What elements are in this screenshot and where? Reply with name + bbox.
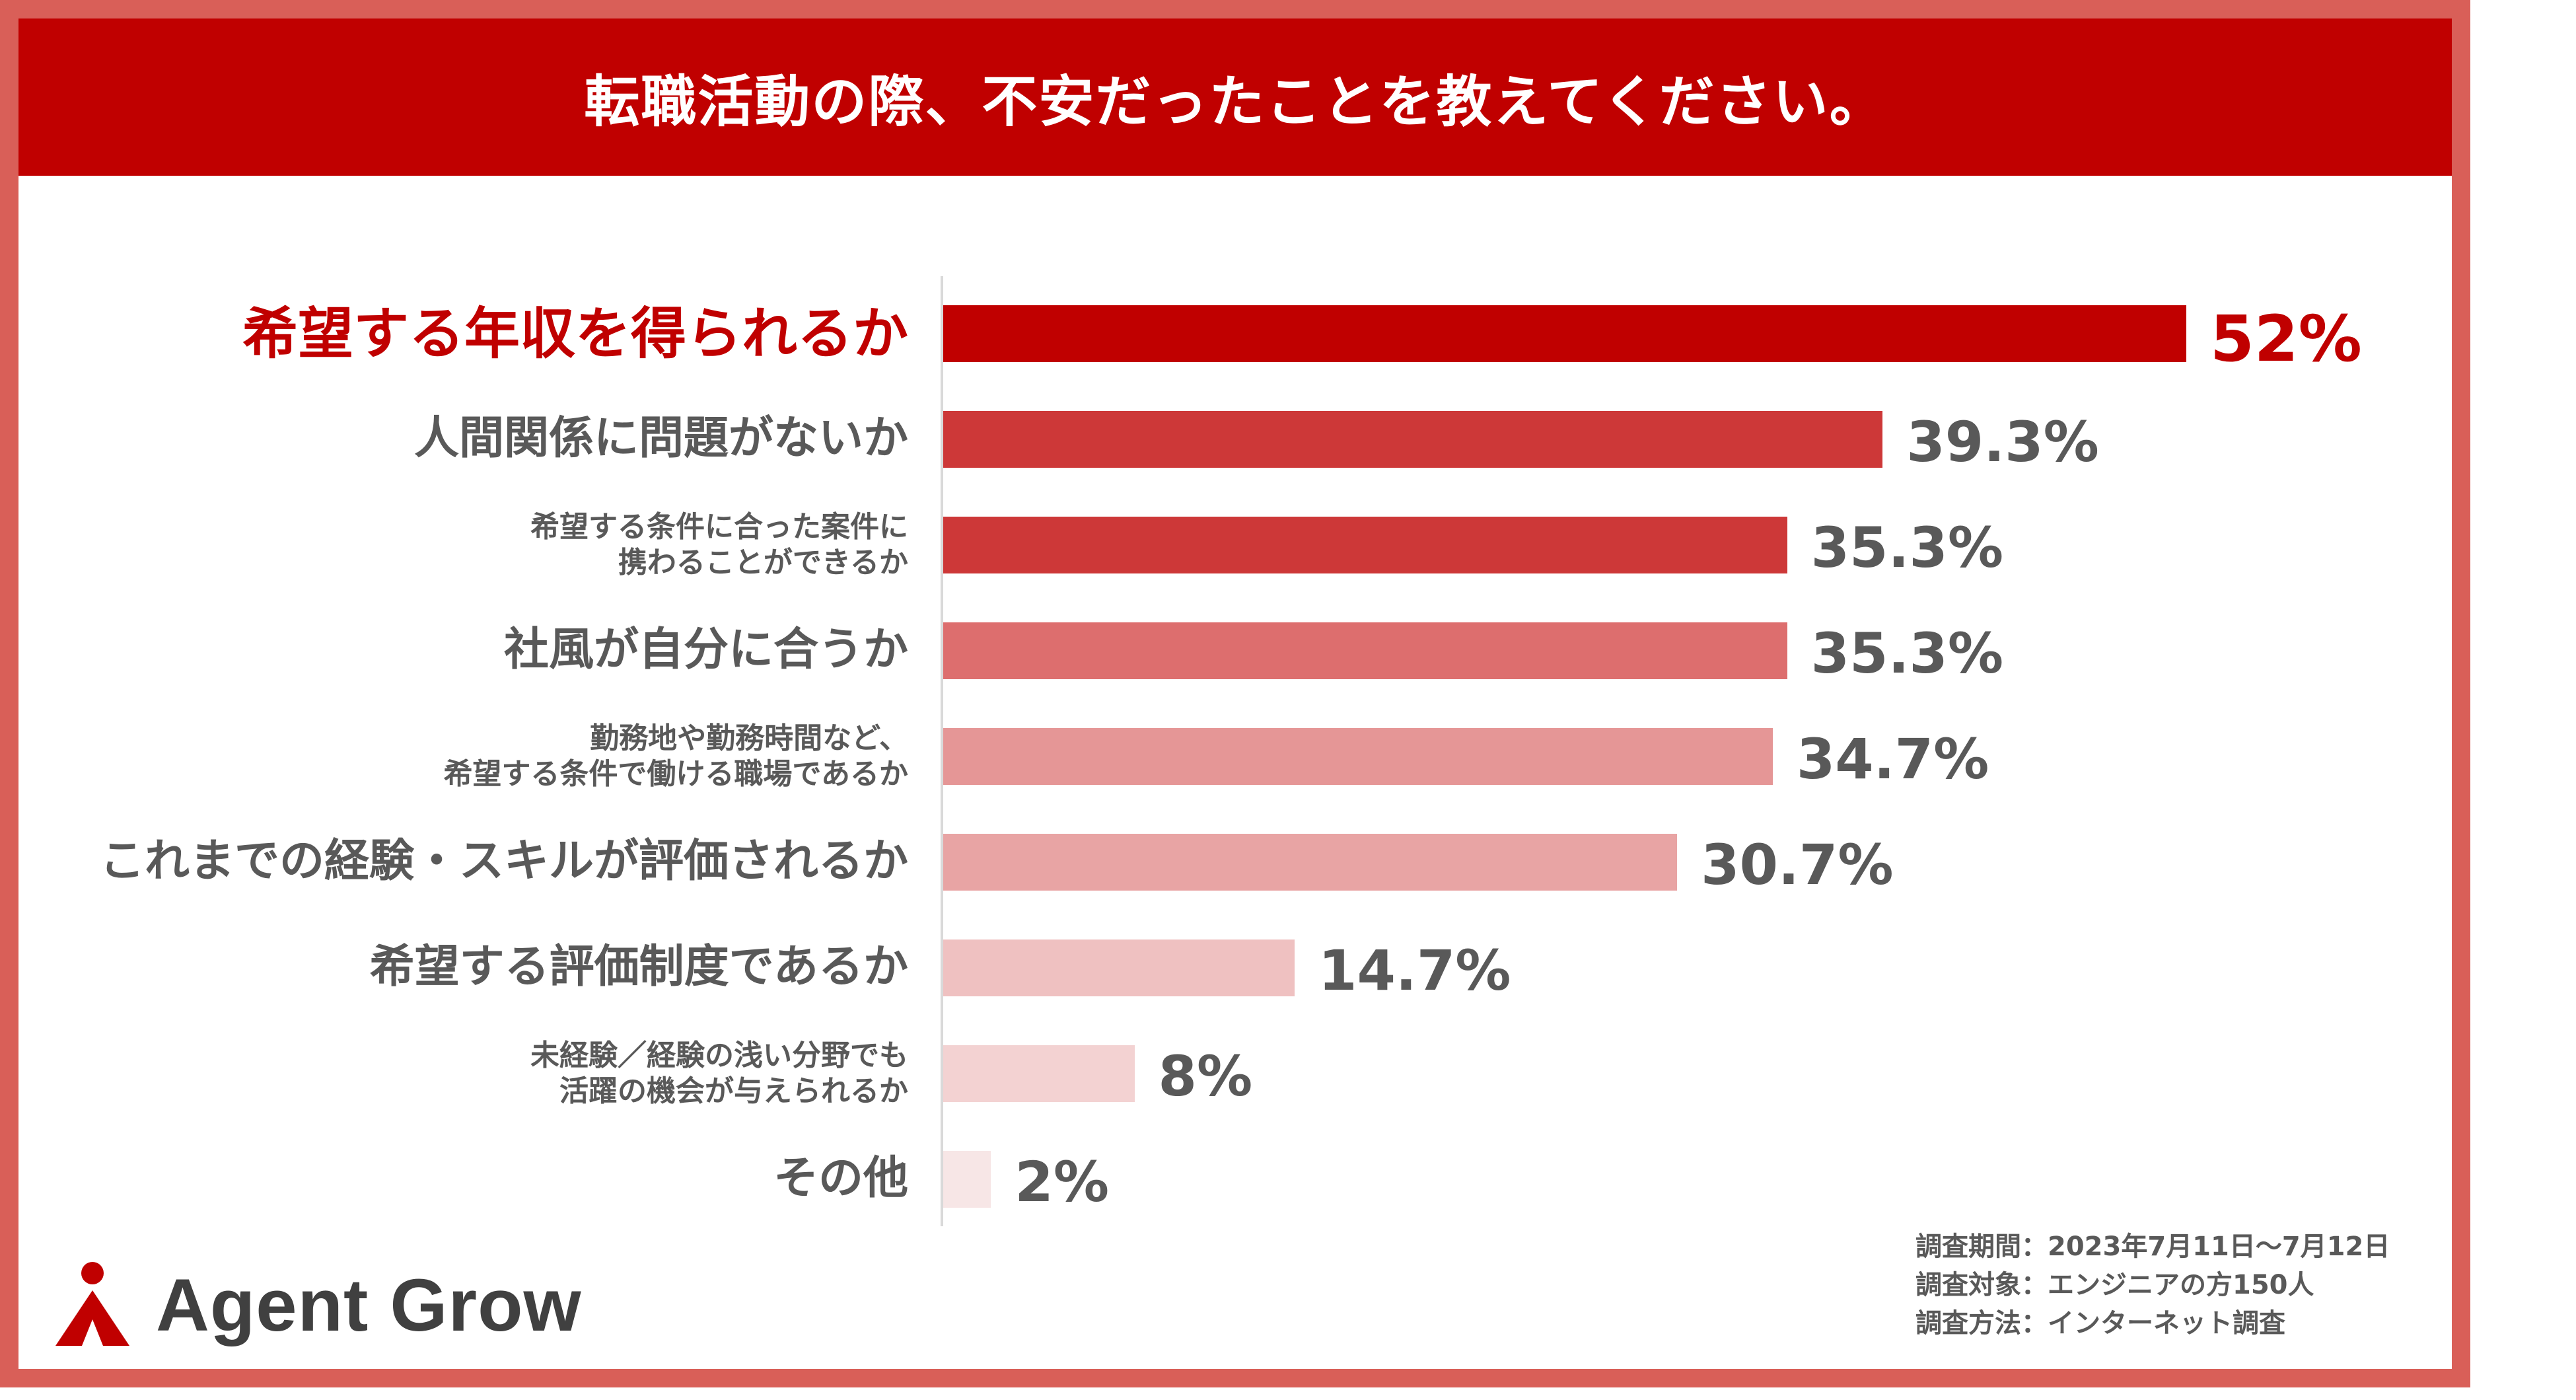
survey-method: 調査方法：インターネット調査 xyxy=(1915,1308,2285,1339)
survey-info: 調査期間：2023年7月11日〜7月12日 調査対象：エンジニアの方150人 調… xyxy=(1915,1228,2390,1343)
category-label: 未経験／経験の浅い分野でも 活躍の機会が与えられるか xyxy=(530,1039,908,1108)
chart-frame: 転職活動の際、不安だったことを教えてください。 xyxy=(0,0,2470,1387)
category-label: その他 xyxy=(773,1152,908,1204)
category-label: 勤務地や勤務時間など、 希望する条件で働ける職場であるか xyxy=(443,721,908,791)
survey-target: 調査対象：エンジニアの方150人 xyxy=(1915,1270,2314,1300)
bar xyxy=(943,622,1787,679)
bar xyxy=(943,411,1883,468)
value-label: 30.7% xyxy=(1701,832,1894,897)
bar-chart: 希望する年収を得られるか 52% 人間関係に問題がないか 39.3% 希望する条件に合っ… xyxy=(99,276,2362,1226)
bar xyxy=(943,1151,991,1208)
category-label: これまでの経験・スキルが評価されるか xyxy=(99,835,908,887)
brand-name: Agent Grow xyxy=(156,1263,582,1346)
survey-period: 調査期間：2023年7月11日〜7月12日 xyxy=(1915,1232,2390,1262)
category-label: 人間関係に問題がないか xyxy=(413,412,908,464)
bar xyxy=(943,517,1787,573)
value-label: 34.7% xyxy=(1796,727,1989,792)
agent-grow-logo-icon xyxy=(55,1262,129,1346)
category-label: 希望する条件に合った案件に 携わることができるか xyxy=(530,510,908,579)
bar xyxy=(943,1045,1135,1102)
value-label: 8% xyxy=(1158,1044,1253,1109)
value-label: 52% xyxy=(2210,302,2362,376)
value-label: 35.3% xyxy=(1810,621,2003,686)
bar xyxy=(943,939,1295,996)
brand-logo: Agent Grow xyxy=(53,1259,582,1351)
value-label: 39.3% xyxy=(1906,410,2099,474)
value-label: 14.7% xyxy=(1318,938,1511,1003)
bar xyxy=(943,728,1773,785)
value-label: 35.3% xyxy=(1810,515,2003,580)
value-label: 2% xyxy=(1015,1150,1109,1214)
category-label: 希望する年収を得られるか xyxy=(242,301,908,366)
header-banner: 転職活動の際、不安だったことを教えてください。 xyxy=(18,18,2452,176)
chart-title: 転職活動の際、不安だったことを教えてください。 xyxy=(584,69,1886,134)
category-label: 社風が自分に合うか xyxy=(503,624,908,676)
bar xyxy=(943,834,1678,891)
category-axis-line xyxy=(941,276,943,1226)
bar xyxy=(943,305,2186,362)
category-label: 希望する評価制度であるか xyxy=(369,941,908,993)
